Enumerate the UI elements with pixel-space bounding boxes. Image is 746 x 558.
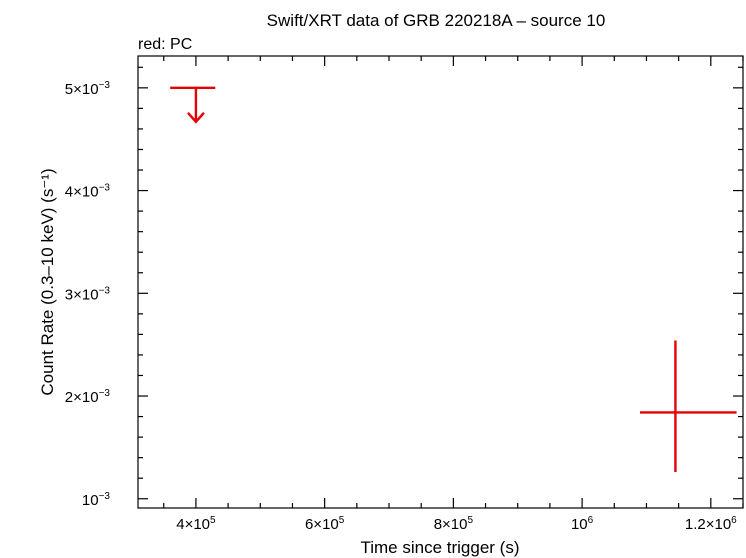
y-tick-label-mantissa: 3×10	[65, 286, 99, 303]
y-tick-label-exponent: −3	[99, 183, 111, 194]
y-tick-label-exponent: −3	[99, 388, 111, 399]
x-tick-label-mantissa: 4×10	[176, 516, 210, 533]
series-pc	[170, 86, 737, 473]
y-axis: 10−32×10−33×10−34×10−35×10−3	[65, 66, 743, 509]
x-tick-label: 8×105	[434, 515, 474, 533]
y-tick-label: 5×10−3	[65, 80, 111, 98]
y-tick-label-mantissa: 5×10	[65, 81, 99, 98]
x-tick-label: 6×105	[305, 515, 345, 533]
y-axis-label: Count Rate (0.3–10 keV) (s⁻¹)	[38, 168, 57, 395]
y-tick-label: 2×10−3	[65, 388, 111, 406]
upper-limit-arrowhead	[187, 112, 205, 124]
y-tick-label-mantissa: 4×10	[65, 184, 99, 201]
x-tick-label-mantissa: 10	[571, 516, 588, 533]
x-tick-label: 4×105	[176, 515, 216, 533]
y-tick-label-mantissa: 2×10	[65, 389, 99, 406]
x-tick-label-exponent: 5	[467, 515, 473, 526]
y-tick-label: 10−3	[82, 491, 111, 509]
series-note: red: PC	[138, 36, 192, 53]
y-tick-label: 3×10−3	[65, 285, 111, 303]
plot-frame	[137, 55, 744, 509]
y-tick-label-exponent: −3	[99, 80, 111, 91]
x-tick-label-exponent: 6	[731, 515, 737, 526]
y-tick-label: 4×10−3	[65, 183, 111, 201]
y-tick-label-exponent: −3	[99, 285, 111, 296]
x-tick-label-mantissa: 1.2×10	[685, 516, 731, 533]
x-tick-label-exponent: 5	[210, 515, 216, 526]
data-point	[640, 340, 737, 473]
x-axis-label: Time since trigger (s)	[360, 538, 519, 557]
x-tick-label-mantissa: 6×10	[305, 516, 339, 533]
x-axis: 4×105 6×105 8×105 106 1.2×106	[163, 56, 744, 533]
y-tick-label-mantissa: 10	[82, 492, 99, 509]
x-tick-label-mantissa: 8×10	[434, 516, 468, 533]
x-tick-label: 106	[571, 515, 594, 533]
y-tick-label-exponent: −3	[99, 491, 111, 502]
upper-limit-point	[170, 86, 216, 124]
x-tick-label: 1.2×106	[685, 515, 737, 533]
chart-title: Swift/XRT data of GRB 220218A – source 1…	[267, 11, 606, 30]
x-tick-label-exponent: 5	[339, 515, 345, 526]
x-tick-label-exponent: 6	[588, 515, 594, 526]
